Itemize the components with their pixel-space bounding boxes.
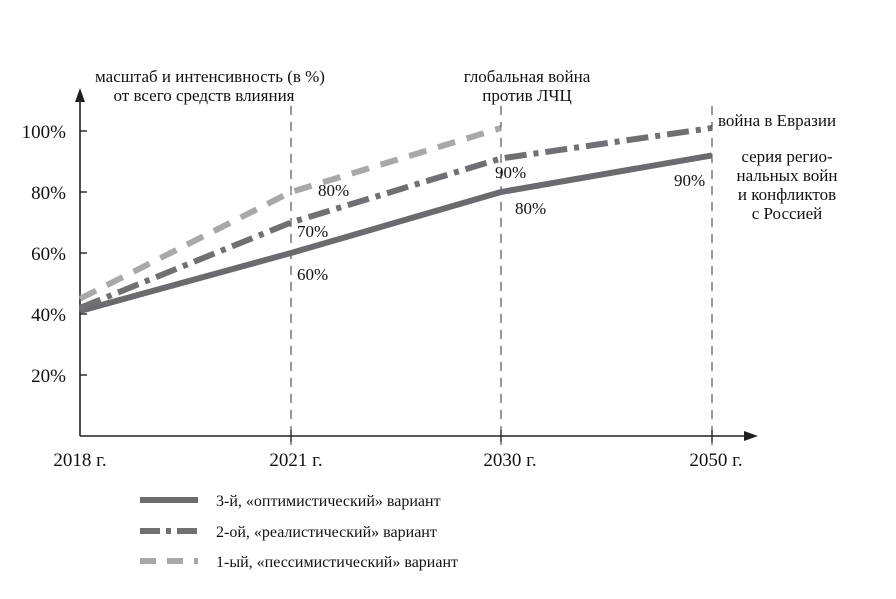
data-point xyxy=(711,127,713,129)
x-tick-label: 2030 г. xyxy=(483,450,536,471)
legend-label-1: 3-й, «оптимистический» вариант xyxy=(216,493,441,510)
data-label: 60% xyxy=(297,265,328,284)
data-point xyxy=(79,298,81,300)
annotation-regional-wars-line-3: и конфликтов xyxy=(738,185,836,204)
series-line-1 xyxy=(79,152,713,314)
annotation-global-war-line-2: против ЛЧЦ xyxy=(482,86,572,105)
data-point xyxy=(79,307,81,309)
y-axis-title-line-1: масштаб и интенсивность (в %) xyxy=(95,67,325,86)
x-tick-label: 2018 г. xyxy=(53,450,106,471)
y-axis-title-line-2: от всего средств влияния xyxy=(114,86,295,105)
y-tick-label: 80% xyxy=(31,183,66,204)
legend-label-2: 2-ой, «реалистический» вариант xyxy=(216,524,437,541)
x-tick-label: 2021 г. xyxy=(269,450,322,471)
y-tick-label: 20% xyxy=(31,366,66,387)
data-point xyxy=(290,222,292,223)
data-label: 90% xyxy=(674,171,705,190)
data-label: 80% xyxy=(515,199,546,218)
data-label: 90% xyxy=(495,163,526,182)
data-point xyxy=(290,191,292,193)
series-line-2 xyxy=(78,124,713,311)
annotation-eurasia-war: война в Евразии xyxy=(718,111,836,130)
annotation-regional-wars-line-1: серия регио- xyxy=(741,147,833,166)
x-tick-label: 2050 г. xyxy=(689,450,742,471)
data-point xyxy=(290,252,292,254)
data-point xyxy=(500,157,502,159)
legend-label-3: 1-ый, «пессимистический» вариант xyxy=(216,554,458,571)
y-axis-title: масштаб и интенсивность (в %)от всего ср… xyxy=(95,67,325,105)
annotation-regional-wars-line-2: нальных войн xyxy=(737,166,838,185)
annotation-eurasia-war-line-1: война в Евразии xyxy=(718,111,836,130)
data-point xyxy=(500,127,502,129)
x-axis-arrow xyxy=(744,431,758,441)
data-label: 70% xyxy=(297,222,328,241)
y-tick-label: 40% xyxy=(31,305,66,326)
data-point xyxy=(79,310,81,312)
y-tick-label: 60% xyxy=(31,244,66,265)
y-axis-arrow xyxy=(75,88,85,102)
data-point xyxy=(711,154,713,156)
data-label: 80% xyxy=(318,181,349,200)
annotation-global-war-line-1: глобальная война xyxy=(464,67,591,86)
y-tick-label: 100% xyxy=(22,122,67,143)
annotation-regional-wars-line-4: с Россией xyxy=(752,204,823,223)
data-point xyxy=(500,191,502,193)
